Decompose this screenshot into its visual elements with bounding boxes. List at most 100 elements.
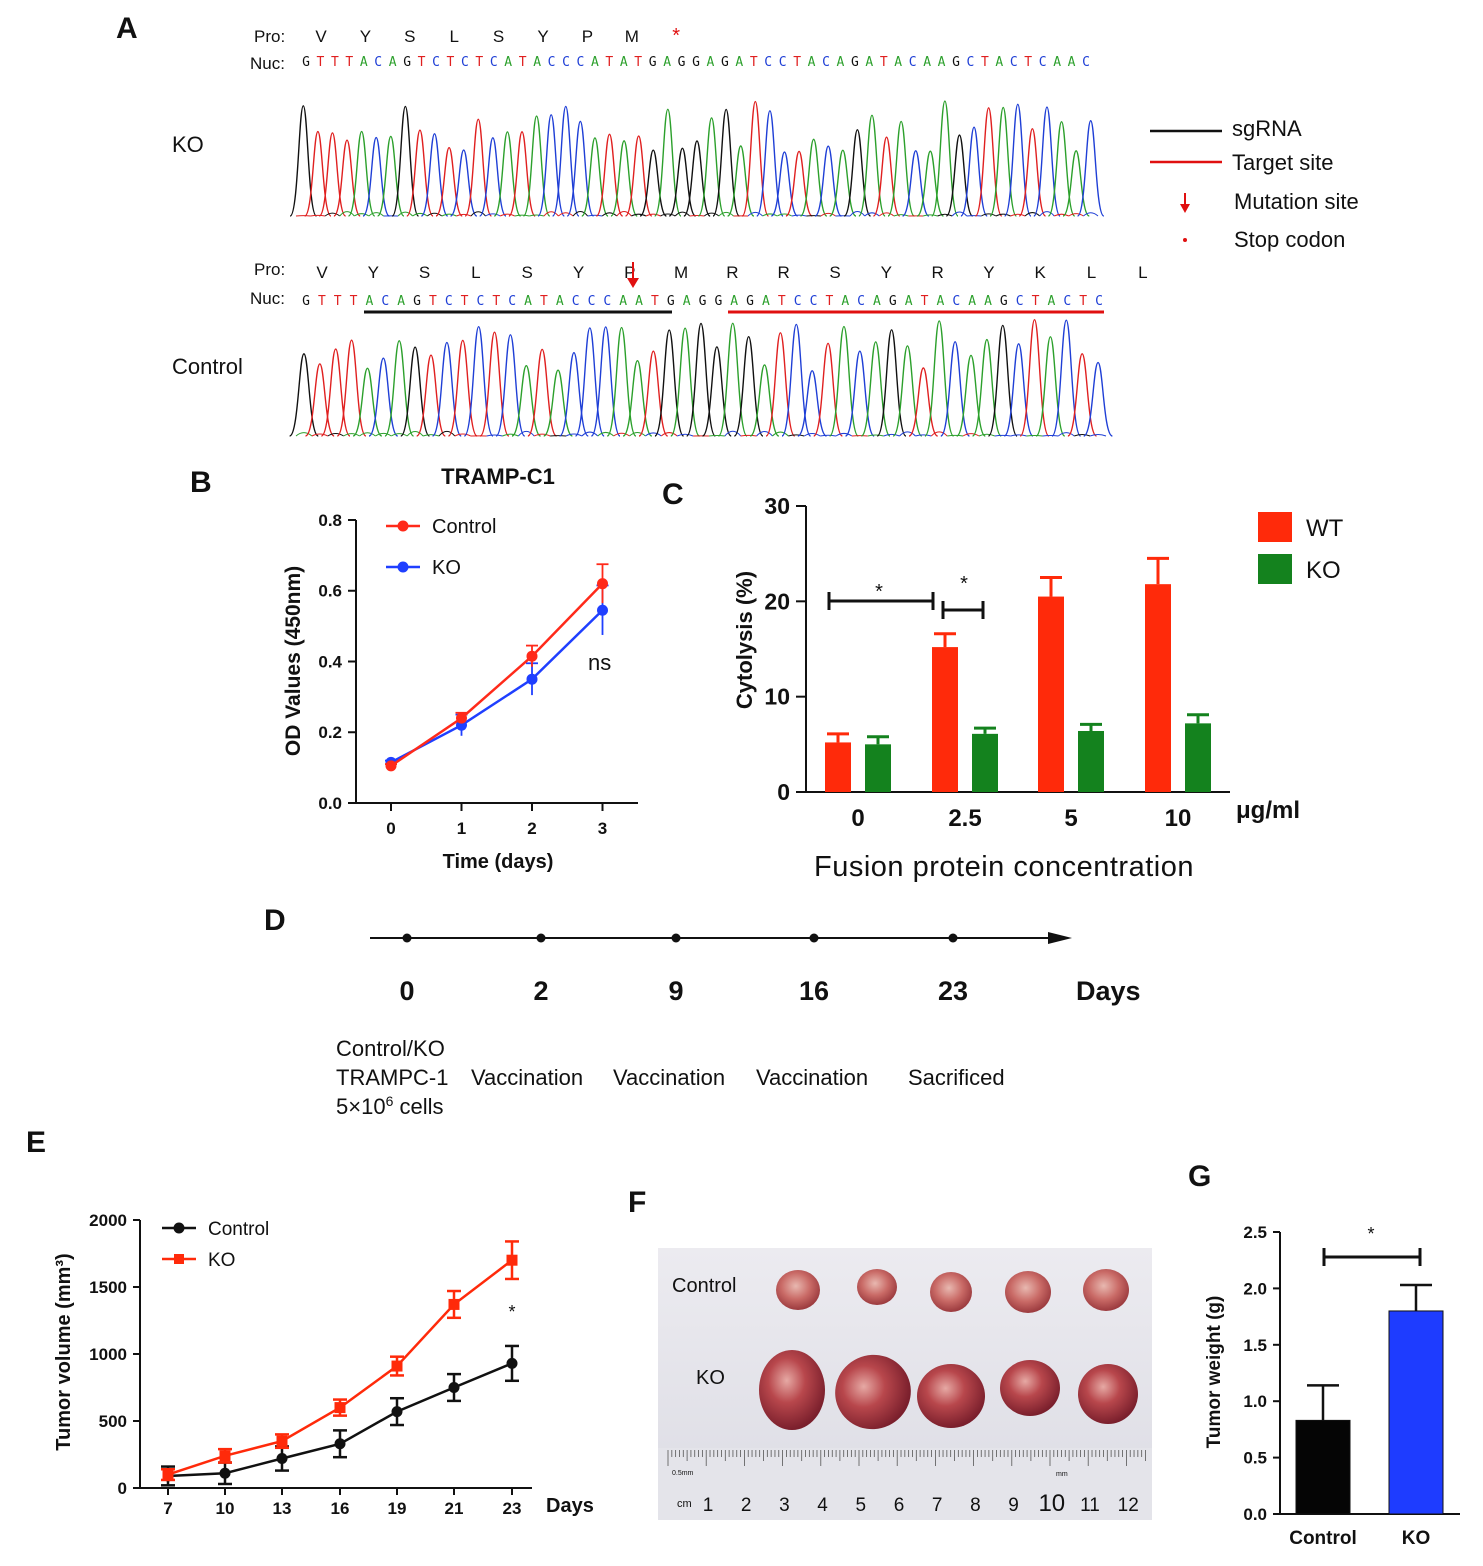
nucleotide-letter: T bbox=[540, 294, 548, 309]
timeline-event-line2: TRAMPC-1 bbox=[336, 1065, 448, 1090]
ruler-small-right: mm bbox=[1056, 1471, 1068, 1478]
chromatogram-peak bbox=[797, 370, 828, 437]
chromatogram-peak bbox=[860, 341, 891, 437]
nucleotide-letter: G bbox=[403, 55, 411, 70]
panel-c-x-label: Fusion protein concentration bbox=[814, 851, 1194, 883]
panel-b-legend-ko-marker bbox=[397, 561, 409, 573]
chromatogram-noise bbox=[660, 213, 676, 217]
control-chromatogram bbox=[288, 318, 1114, 437]
nucleotide-letter: C bbox=[461, 55, 469, 70]
timeline-day-label: 9 bbox=[668, 976, 683, 1006]
nucleotide-letter: A bbox=[905, 294, 913, 309]
protein-letter: K bbox=[1035, 263, 1047, 282]
ko-tumor bbox=[1078, 1364, 1138, 1424]
chromatogram-peak bbox=[352, 367, 383, 437]
protein-letter: L bbox=[471, 263, 480, 282]
chromatogram-peak bbox=[391, 105, 420, 217]
y-tick-label: 0.0 bbox=[318, 794, 342, 813]
panel-letter-c: C bbox=[662, 478, 684, 511]
protein-letter: P bbox=[582, 27, 593, 46]
chromatogram-noise bbox=[558, 212, 574, 217]
panel-c-bars bbox=[825, 556, 1211, 792]
photo-ko-label: KO bbox=[696, 1367, 725, 1389]
nucleotide-letter: A bbox=[841, 294, 849, 309]
nucleotide-letter: A bbox=[533, 55, 541, 70]
chromatogram-noise bbox=[645, 213, 661, 217]
nucleotide-letter: G bbox=[889, 294, 897, 309]
chromatogram-noise bbox=[339, 211, 355, 217]
protein-letter: S bbox=[419, 263, 430, 282]
nucleotide-letter: T bbox=[334, 294, 342, 309]
chromatogram-peak bbox=[829, 149, 857, 217]
nucleotide-letter: A bbox=[619, 294, 627, 309]
chromatogram-noise bbox=[772, 431, 789, 437]
legend-stop-icon bbox=[1183, 238, 1187, 242]
nucleotide-letter: A bbox=[683, 294, 691, 309]
nucleotide-letter: A bbox=[524, 294, 532, 309]
nucleotide-letter: G bbox=[667, 294, 675, 309]
legend-sgrna-label: sgRNA bbox=[1232, 116, 1302, 141]
ruler-small-left: 0.5mm bbox=[672, 1470, 694, 1477]
panel-a-legend: sgRNA Target site Mutation site Stop cod… bbox=[1150, 116, 1359, 252]
timeline-unit: Days bbox=[1076, 976, 1141, 1006]
nucleotide-letter: A bbox=[591, 55, 599, 70]
chromatogram-noise bbox=[1089, 433, 1107, 437]
chromatogram-noise bbox=[438, 430, 456, 437]
chromatogram-noise bbox=[502, 433, 519, 437]
protein-letter: S bbox=[404, 27, 415, 46]
protein-letter: V bbox=[315, 27, 327, 46]
chromatogram-noise bbox=[412, 212, 428, 217]
panel-letter-e: E bbox=[26, 1126, 46, 1159]
nucleotide-letter: C bbox=[490, 55, 498, 70]
chromatogram-noise bbox=[820, 434, 837, 437]
chromatogram-peak bbox=[749, 364, 780, 437]
chromatogram-noise bbox=[514, 214, 530, 217]
nucleotide-letter: A bbox=[938, 55, 946, 70]
nucleotide-letter: A bbox=[504, 55, 512, 70]
y-tick-label: 1.0 bbox=[1243, 1392, 1267, 1411]
chromatogram-noise bbox=[517, 430, 535, 437]
nucleotide-letter: C bbox=[588, 294, 596, 309]
timeline-event-line2: Vaccination bbox=[613, 1065, 725, 1090]
y-tick-label: 10 bbox=[764, 684, 790, 710]
y-tick-label: 30 bbox=[764, 493, 790, 519]
control-tumors bbox=[776, 1269, 1129, 1313]
panel-c-sig-star-2: * bbox=[960, 573, 968, 595]
chromatogram-noise bbox=[674, 211, 691, 217]
chromatogram-noise bbox=[756, 431, 773, 437]
protein-letter: R bbox=[931, 263, 943, 282]
y-tick-label: 0.6 bbox=[318, 582, 342, 601]
x-tick-label: 10 bbox=[216, 1499, 235, 1518]
chromatogram-noise bbox=[820, 212, 836, 217]
nucleotide-letter: T bbox=[605, 55, 613, 70]
chromatogram-noise bbox=[893, 214, 909, 217]
ruler-number: 6 bbox=[894, 1495, 905, 1516]
y-tick-label: 0.2 bbox=[318, 723, 342, 742]
chromatogram-noise bbox=[354, 213, 370, 217]
y-tick-label: 0.8 bbox=[318, 511, 342, 530]
timeline-arrow-icon bbox=[1048, 932, 1072, 944]
protein-letter: Y bbox=[983, 263, 994, 282]
protein-letter: Y bbox=[881, 263, 892, 282]
chromatogram-noise bbox=[1010, 434, 1027, 437]
nucleotide-letter: T bbox=[634, 55, 642, 70]
timeline-day-label: 16 bbox=[799, 976, 829, 1006]
chromatogram-peak bbox=[844, 350, 875, 437]
nucleotide-letter: C bbox=[572, 294, 580, 309]
timeline-day-label: 2 bbox=[533, 976, 548, 1006]
chromatogram-noise bbox=[951, 211, 968, 217]
stop-codon-marker: * bbox=[672, 25, 680, 47]
chromatogram-noise bbox=[994, 434, 1011, 437]
chromatogram-peak bbox=[654, 108, 682, 217]
nucleotide-letter: C bbox=[952, 294, 960, 309]
x-tick-label: KO bbox=[1402, 1528, 1431, 1549]
panel-e-y-label: Tumor volume (mm³) bbox=[53, 1253, 75, 1450]
nucleotide-letter: T bbox=[1024, 55, 1032, 70]
chromatogram-noise bbox=[581, 431, 599, 437]
nucleotide-letter: A bbox=[808, 55, 816, 70]
bar bbox=[865, 744, 891, 792]
chromatogram-peak bbox=[1033, 106, 1061, 217]
panel-letter-g: G bbox=[1188, 1160, 1211, 1193]
